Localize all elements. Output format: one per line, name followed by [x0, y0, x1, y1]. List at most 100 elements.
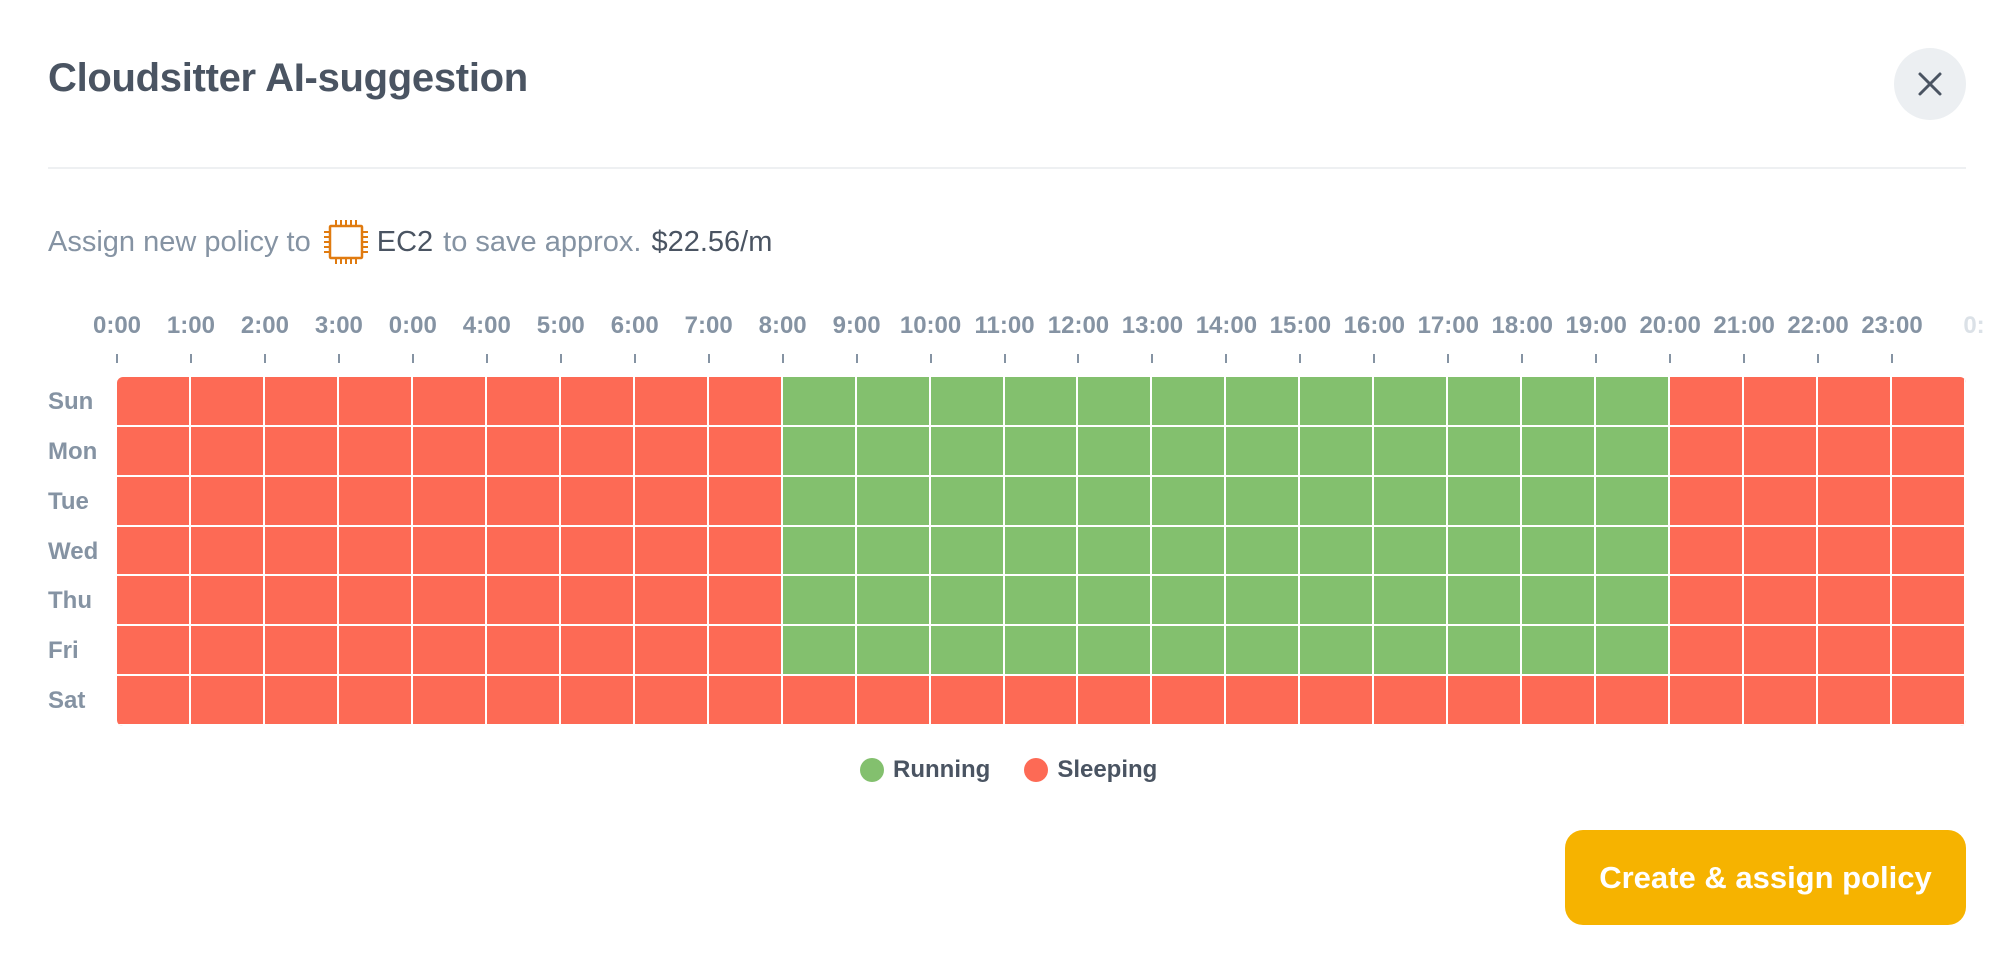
schedule-cell-sleeping[interactable]	[338, 426, 413, 477]
schedule-cell-sleeping[interactable]	[1892, 676, 1966, 726]
schedule-cell-running[interactable]	[1152, 377, 1227, 427]
schedule-cell-sleeping[interactable]	[1448, 676, 1523, 726]
schedule-cell-running[interactable]	[856, 526, 931, 577]
schedule-cell-sleeping[interactable]	[264, 676, 339, 726]
schedule-cell-sleeping[interactable]	[1300, 676, 1375, 726]
schedule-cell-sleeping[interactable]	[634, 576, 709, 627]
schedule-cell-sleeping[interactable]	[1670, 377, 1745, 427]
schedule-cell-running[interactable]	[1448, 377, 1523, 427]
schedule-cell-sleeping[interactable]	[117, 426, 191, 477]
schedule-cell-sleeping[interactable]	[412, 626, 487, 677]
schedule-cell-running[interactable]	[1226, 377, 1301, 427]
schedule-cell-sleeping[interactable]	[117, 676, 191, 726]
schedule-cell-sleeping[interactable]	[117, 476, 191, 527]
schedule-cell-sleeping[interactable]	[634, 676, 709, 726]
schedule-cell-sleeping[interactable]	[486, 576, 561, 627]
schedule-cell-sleeping[interactable]	[708, 426, 783, 477]
schedule-cell-running[interactable]	[1300, 626, 1375, 677]
schedule-cell-sleeping[interactable]	[1744, 377, 1819, 427]
schedule-cell-sleeping[interactable]	[708, 576, 783, 627]
schedule-cell-running[interactable]	[1226, 426, 1301, 477]
schedule-cell-running[interactable]	[930, 476, 1005, 527]
schedule-cell-sleeping[interactable]	[1670, 576, 1745, 627]
schedule-cell-sleeping[interactable]	[1818, 426, 1893, 477]
schedule-cell-sleeping[interactable]	[1892, 476, 1966, 527]
schedule-cell-sleeping[interactable]	[560, 576, 635, 627]
schedule-cell-sleeping[interactable]	[412, 476, 487, 527]
schedule-cell-running[interactable]	[1374, 426, 1449, 477]
schedule-cell-sleeping[interactable]	[486, 426, 561, 477]
schedule-cell-sleeping[interactable]	[264, 377, 339, 427]
schedule-cell-running[interactable]	[1522, 626, 1597, 677]
schedule-cell-sleeping[interactable]	[560, 676, 635, 726]
schedule-cell-sleeping[interactable]	[190, 676, 265, 726]
schedule-cell-running[interactable]	[930, 576, 1005, 627]
schedule-cell-sleeping[interactable]	[338, 526, 413, 577]
schedule-cell-sleeping[interactable]	[1818, 576, 1893, 627]
schedule-cell-sleeping[interactable]	[190, 426, 265, 477]
schedule-cell-running[interactable]	[1596, 526, 1671, 577]
schedule-cell-running[interactable]	[1152, 426, 1227, 477]
schedule-cell-running[interactable]	[930, 426, 1005, 477]
schedule-cell-sleeping[interactable]	[708, 377, 783, 427]
schedule-cell-running[interactable]	[1448, 476, 1523, 527]
schedule-cell-sleeping[interactable]	[856, 676, 931, 726]
schedule-cell-sleeping[interactable]	[264, 576, 339, 627]
schedule-cell-sleeping[interactable]	[486, 676, 561, 726]
schedule-cell-running[interactable]	[1596, 377, 1671, 427]
schedule-cell-running[interactable]	[1374, 576, 1449, 627]
schedule-cell-sleeping[interactable]	[560, 526, 635, 577]
schedule-cell-running[interactable]	[782, 377, 857, 427]
schedule-cell-sleeping[interactable]	[1670, 426, 1745, 477]
schedule-cell-running[interactable]	[782, 476, 857, 527]
schedule-cell-sleeping[interactable]	[1818, 476, 1893, 527]
schedule-cell-running[interactable]	[1522, 426, 1597, 477]
schedule-cell-sleeping[interactable]	[708, 476, 783, 527]
schedule-cell-running[interactable]	[1004, 526, 1079, 577]
schedule-cell-sleeping[interactable]	[264, 526, 339, 577]
schedule-cell-sleeping[interactable]	[338, 377, 413, 427]
schedule-cell-running[interactable]	[1522, 576, 1597, 627]
schedule-cell-running[interactable]	[1078, 576, 1153, 627]
schedule-cell-running[interactable]	[856, 476, 931, 527]
schedule-cell-running[interactable]	[1226, 626, 1301, 677]
schedule-cell-sleeping[interactable]	[708, 626, 783, 677]
schedule-cell-running[interactable]	[1226, 576, 1301, 627]
schedule-cell-sleeping[interactable]	[412, 526, 487, 577]
schedule-cell-sleeping[interactable]	[1152, 676, 1227, 726]
schedule-cell-running[interactable]	[1300, 576, 1375, 627]
schedule-cell-running[interactable]	[1078, 626, 1153, 677]
schedule-cell-running[interactable]	[1448, 626, 1523, 677]
schedule-cell-sleeping[interactable]	[1818, 626, 1893, 677]
schedule-cell-sleeping[interactable]	[264, 626, 339, 677]
schedule-cell-sleeping[interactable]	[1744, 426, 1819, 477]
schedule-cell-running[interactable]	[1078, 526, 1153, 577]
schedule-cell-running[interactable]	[1152, 476, 1227, 527]
schedule-cell-running[interactable]	[1374, 377, 1449, 427]
schedule-cell-running[interactable]	[1374, 476, 1449, 527]
schedule-cell-running[interactable]	[1300, 526, 1375, 577]
schedule-cell-sleeping[interactable]	[264, 426, 339, 477]
schedule-cell-sleeping[interactable]	[1744, 526, 1819, 577]
schedule-cell-sleeping[interactable]	[486, 476, 561, 527]
schedule-cell-sleeping[interactable]	[560, 377, 635, 427]
schedule-cell-running[interactable]	[1522, 526, 1597, 577]
schedule-cell-sleeping[interactable]	[486, 377, 561, 427]
schedule-cell-sleeping[interactable]	[1004, 676, 1079, 726]
schedule-cell-sleeping[interactable]	[1670, 676, 1745, 726]
schedule-cell-sleeping[interactable]	[338, 676, 413, 726]
schedule-cell-running[interactable]	[856, 377, 931, 427]
schedule-cell-running[interactable]	[930, 626, 1005, 677]
schedule-cell-sleeping[interactable]	[412, 426, 487, 477]
schedule-cell-running[interactable]	[782, 576, 857, 627]
schedule-cell-sleeping[interactable]	[1744, 626, 1819, 677]
schedule-cell-sleeping[interactable]	[486, 526, 561, 577]
schedule-cell-running[interactable]	[782, 526, 857, 577]
schedule-cell-running[interactable]	[1004, 377, 1079, 427]
schedule-cell-running[interactable]	[1078, 377, 1153, 427]
schedule-cell-sleeping[interactable]	[117, 377, 191, 427]
schedule-cell-sleeping[interactable]	[782, 676, 857, 726]
schedule-cell-running[interactable]	[856, 576, 931, 627]
schedule-cell-running[interactable]	[1596, 426, 1671, 477]
schedule-cell-sleeping[interactable]	[412, 676, 487, 726]
